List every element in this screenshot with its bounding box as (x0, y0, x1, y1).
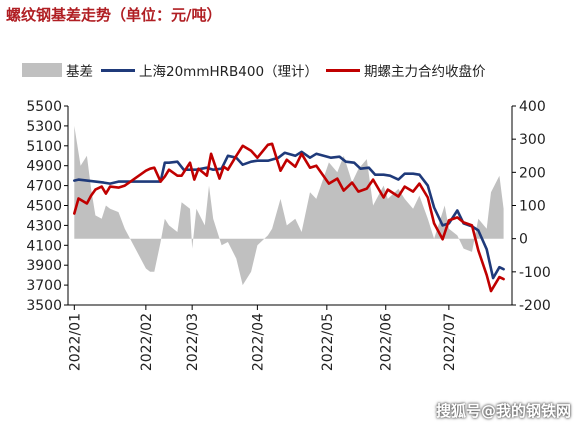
legend: 基差 上海20mmHRB400（理计） 期螺主力合约收盘价 (22, 60, 494, 80)
x-tick-label: 2022/06 (379, 313, 395, 371)
x-tick-label: 2022/03 (185, 313, 201, 371)
left-tick-label: 5500 (26, 99, 62, 115)
series-futures-line (73, 142, 505, 293)
right-tick-label: 200 (519, 165, 546, 181)
legend-label-spot: 上海20mmHRB400（理计） (139, 64, 319, 80)
right-tick-label: -200 (519, 298, 551, 314)
legend-label-basis: 基差 (66, 64, 93, 80)
right-tick-label: 300 (519, 132, 546, 148)
left-tick-label: 3500 (26, 298, 62, 314)
x-tick-label: 2022/01 (67, 313, 83, 371)
right-tick-label: 400 (519, 99, 546, 115)
right-tick-label: 100 (519, 199, 546, 215)
legend-item-spot: 上海20mmHRB400（理计） (101, 60, 318, 80)
series-basis-area (74, 125, 504, 286)
legend-swatch-futures (326, 68, 361, 72)
legend-item-basis: 基差 (22, 60, 93, 80)
watermark: 搜狐号@我的钢铁网 (435, 402, 571, 420)
legend-item-futures: 期螺主力合约收盘价 (326, 60, 486, 80)
left-tick-label: 4900 (26, 159, 62, 175)
right-tick-label: 0 (519, 232, 528, 248)
left-tick-label: 4100 (26, 238, 62, 254)
left-tick-label: 5300 (26, 119, 62, 135)
x-tick-label: 2022/04 (250, 313, 266, 371)
left-tick-label: 4300 (26, 218, 62, 234)
left-tick-label: 3900 (26, 258, 62, 274)
left-tick-label: 3700 (26, 278, 62, 294)
left-tick-label: 4700 (26, 179, 62, 195)
legend-swatch-spot (101, 68, 135, 72)
right-tick-label: -100 (519, 265, 551, 281)
series-spot-line (73, 150, 505, 280)
legend-label-futures: 期螺主力合约收盘价 (364, 64, 486, 80)
chart-title: 螺纹钢基差走势（单位：元/吨） (6, 6, 222, 24)
x-tick-label: 2022/02 (139, 313, 155, 371)
legend-swatch-basis (22, 63, 62, 77)
x-tick-label: 2022/05 (320, 313, 336, 371)
x-tick-label: 2022/07 (442, 313, 458, 371)
left-tick-label: 4500 (26, 199, 62, 215)
left-tick-label: 5100 (26, 139, 62, 155)
